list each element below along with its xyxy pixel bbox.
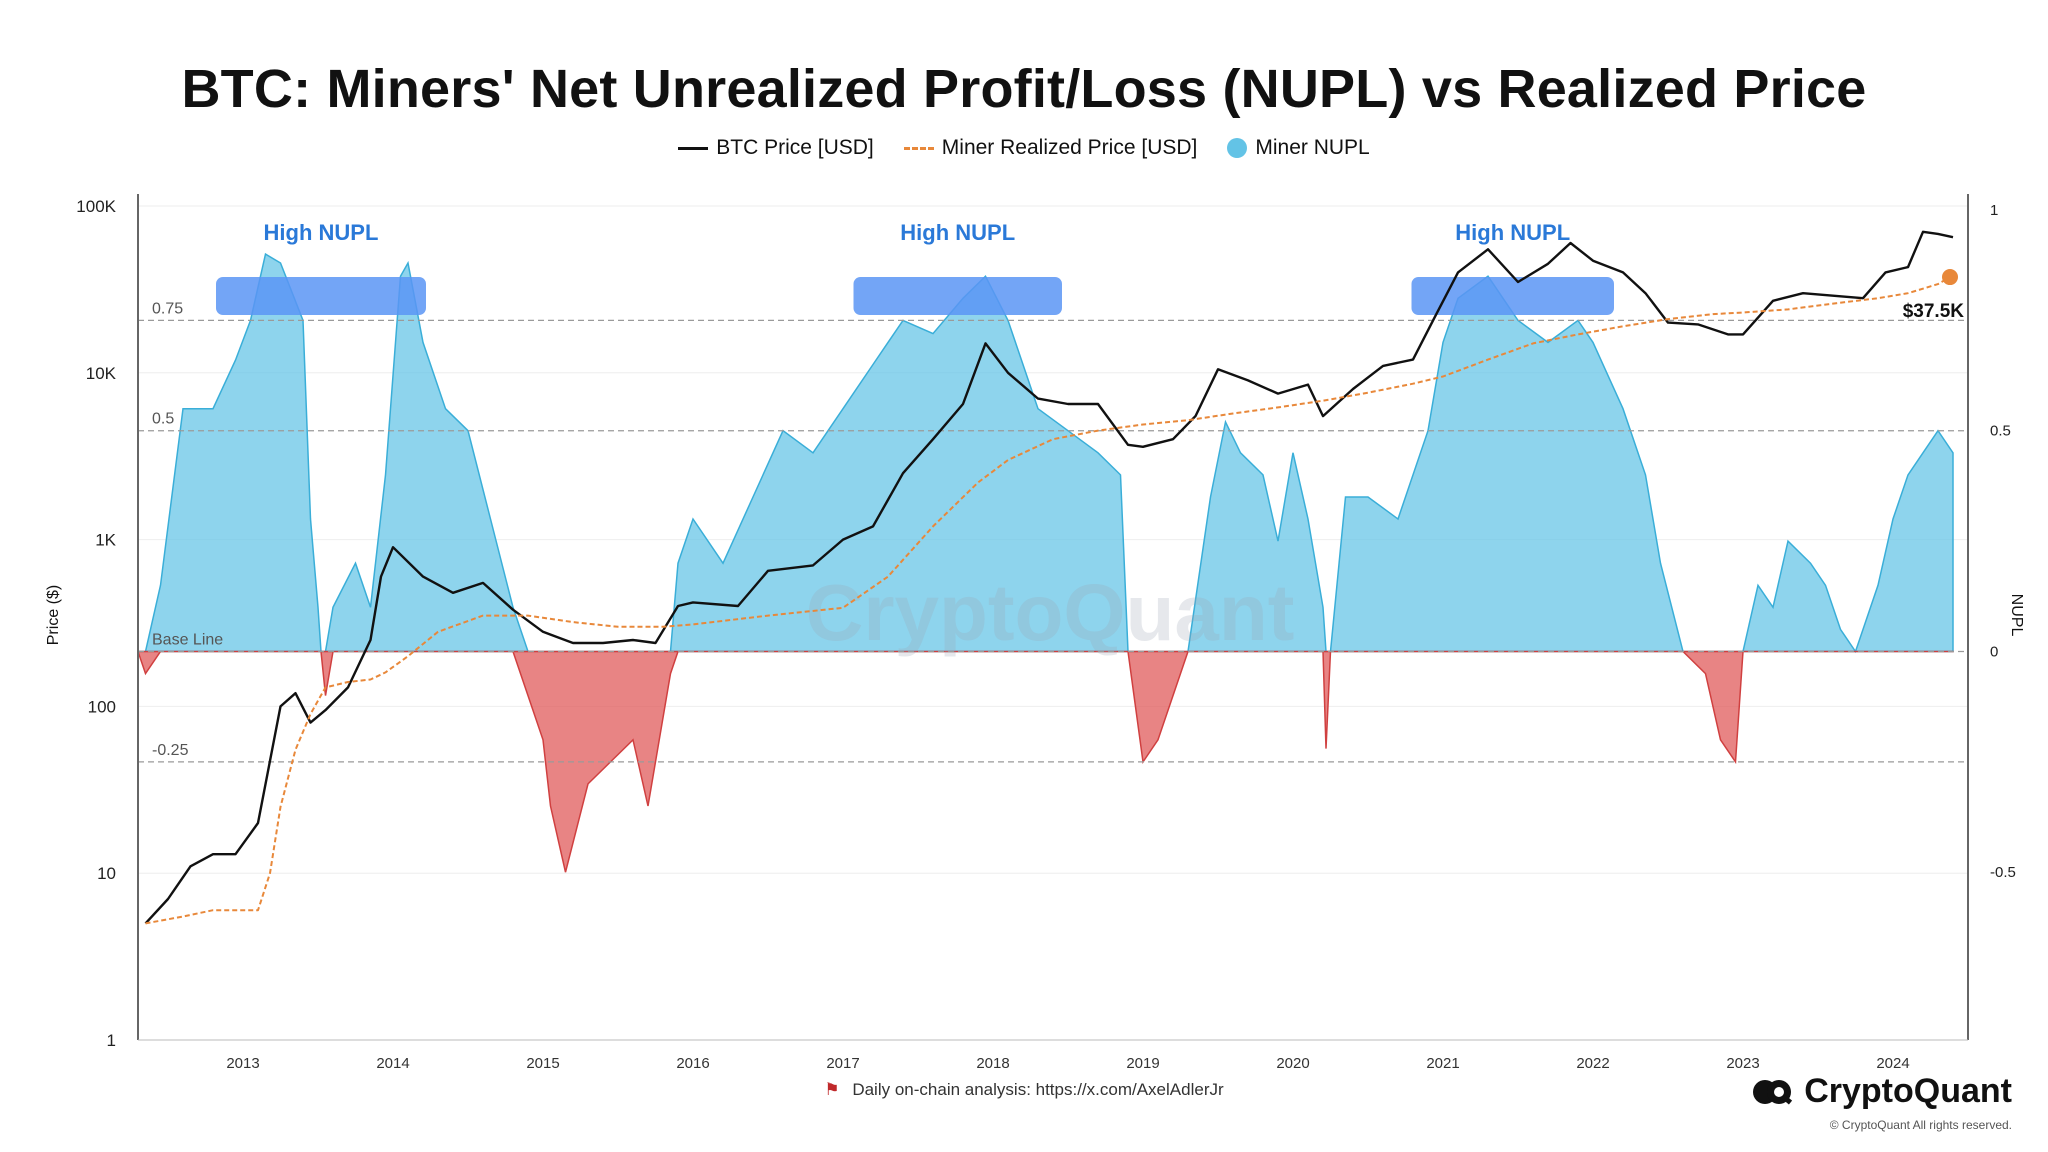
footnote-text: Daily on-chain analysis: https://x.com/A…	[852, 1080, 1224, 1099]
x-tick-label: 2022	[1576, 1055, 1609, 1072]
x-tick-label: 2015	[526, 1055, 559, 1072]
y-right-tick-label: 0	[1990, 643, 1998, 660]
x-tick-label: 2023	[1726, 1055, 1759, 1072]
legend-item-miner-realized-price[interactable]: Miner Realized Price [USD]	[903, 136, 1198, 160]
high-nupl-label: High NUPL	[264, 220, 379, 245]
reference-line-label: Base Line	[152, 631, 223, 648]
y-right-axis-title: NUPL	[2008, 594, 2025, 637]
legend-label-miner-nupl: Miner NUPL	[1255, 136, 1370, 159]
y-right-tick-label: 0.5	[1990, 423, 2011, 440]
x-tick-label: 2020	[1276, 1055, 1309, 1072]
x-tick-label: 2019	[1126, 1055, 1159, 1072]
dashed-line-icon	[903, 146, 934, 150]
y-left-tick-label: 1K	[95, 531, 116, 550]
x-tick-label: 2016	[676, 1055, 709, 1072]
reference-line-label: 0.75	[152, 300, 183, 317]
x-tick-label: 2024	[1876, 1055, 1909, 1072]
y-right-tick-label: 1	[1990, 202, 1998, 219]
y-left-tick-label: 1	[107, 1031, 116, 1050]
high-nupl-box	[853, 277, 1062, 315]
last-value-label: $37.5K	[1903, 301, 1965, 322]
high-nupl-box	[216, 277, 426, 315]
high-nupl-box	[1411, 277, 1614, 315]
miner-realized-price-line	[145, 276, 1951, 925]
legend-label-btc-price: BTC Price [USD]	[716, 136, 874, 159]
circle-icon	[1227, 138, 1248, 158]
chart-title: BTC: Miners' Net Unrealized Profit/Loss …	[181, 59, 1867, 119]
x-tick-label: 2017	[826, 1055, 859, 1072]
watermark: CryptoQuant	[806, 568, 1295, 657]
high-nupl-label: High NUPL	[1455, 220, 1570, 245]
brand-logo: CryptoQuant	[1750, 1072, 2012, 1111]
chart-legend: BTC Price [USD] Miner Realized Price [US…	[0, 136, 2048, 160]
y-left-tick-label: 10K	[86, 364, 117, 383]
brand-name: CryptoQuant	[1804, 1072, 2012, 1110]
btc-price-line	[144, 230, 1954, 925]
x-tick-label: 2013	[226, 1055, 259, 1072]
high-nupl-label: High NUPL	[900, 220, 1015, 245]
cryptoquant-logo-icon	[1753, 1079, 1793, 1105]
y-left-tick-label: 100K	[76, 197, 116, 216]
legend-item-btc-price[interactable]: BTC Price [USD]	[678, 136, 874, 160]
y-right-tick-label: -0.5	[1990, 864, 2016, 881]
y-left-tick-label: 100	[88, 697, 116, 716]
reference-line-label: -0.25	[152, 742, 189, 759]
y-left-axis-title: Price ($)	[45, 585, 62, 645]
solid-line-icon	[678, 146, 709, 150]
reference-line-label: 0.5	[152, 411, 174, 428]
legend-item-miner-nupl[interactable]: Miner NUPL	[1227, 136, 1370, 160]
x-tick-label: 2021	[1426, 1055, 1459, 1072]
realized-price-marker	[1942, 269, 1958, 286]
x-tick-label: 2018	[976, 1055, 1009, 1072]
legend-label-miner-realized-price: Miner Realized Price [USD]	[941, 136, 1198, 159]
y-left-tick-label: 10	[97, 864, 116, 883]
footnote[interactable]: ⚑ Daily on-chain analysis: https://x.com…	[0, 1080, 2048, 1100]
x-tick-label: 2014	[376, 1055, 409, 1072]
flag-icon: ⚑	[824, 1080, 840, 1099]
copyright-text: © CryptoQuant All rights reserved.	[1829, 1118, 2012, 1132]
